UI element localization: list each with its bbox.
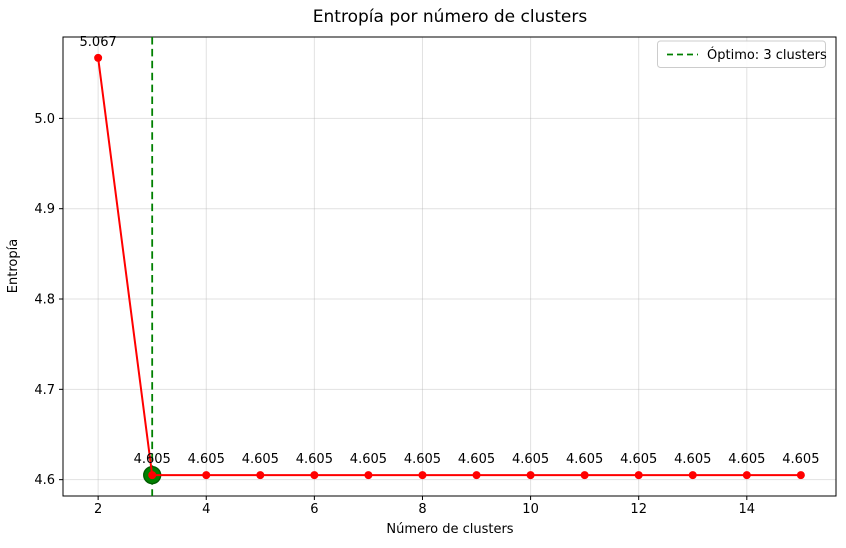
data-point-marker [94,53,103,62]
point-value-label: 4.605 [566,452,603,467]
point-value-label: 4.605 [188,452,225,467]
point-labels-layer: 5.067 4.605 4.605 4.605 4.605 4.605 4.605 4.605… [80,35,820,467]
point-value-label: 4.605 [620,452,657,467]
gridlines-layer [63,37,836,496]
point-value-label: 4.605 [728,452,765,467]
data-point-marker [202,471,211,480]
point-value-label: 4.605 [296,452,333,467]
data-point-marker [148,471,157,480]
data-point-marker [580,471,589,480]
data-point-marker [634,471,643,480]
x-tick-label: 2 [94,502,102,517]
data-point-marker [418,471,427,480]
point-value-label: 4.605 [458,452,495,467]
legend-box [657,40,826,68]
data-layer [94,37,805,496]
x-tick-label: 14 [739,502,756,517]
y-tick-label: 5.0 [34,112,55,127]
data-point-marker [796,471,805,480]
y-tick-label: 4.6 [34,473,55,488]
data-point-marker [310,471,319,480]
ticks-layer: 2 4 6 8 10 12 14 4.6 4.7 4.8 4.9 5.0 [34,112,755,517]
x-tick-label: 4 [202,502,210,517]
legend: Óptimo: 3 clusters [657,40,827,68]
point-value-label: 4.605 [404,452,441,467]
y-tick-label: 4.9 [34,202,55,217]
x-tick-label: 6 [310,502,318,517]
data-point-marker [472,471,481,480]
point-value-label: 4.605 [350,452,387,467]
plot-border [62,36,837,497]
x-tick-label: 8 [418,502,426,517]
point-value-label: 4.605 [512,452,549,467]
data-point-marker [526,471,535,480]
y-tick-label: 4.7 [34,383,55,398]
legend-label: Óptimo: 3 clusters [707,47,827,63]
point-value-label: 4.605 [242,452,279,467]
data-point-marker [256,471,265,480]
x-axis-label: Número de clusters [386,522,513,537]
point-value-label: 4.605 [134,452,171,467]
point-value-label: 5.067 [80,35,117,50]
y-axis-label: Entropía [6,239,21,293]
chart-title: Entropía por número de clusters [313,7,588,27]
point-value-label: 4.605 [782,452,819,467]
data-point-marker [688,471,697,480]
y-tick-label: 4.8 [34,293,55,308]
point-value-label: 4.605 [674,452,711,467]
entropy-series-line [97,57,801,477]
data-point-marker [742,471,751,480]
data-point-marker [364,471,373,480]
x-tick-label: 10 [522,502,539,517]
x-tick-label: 12 [630,502,647,517]
